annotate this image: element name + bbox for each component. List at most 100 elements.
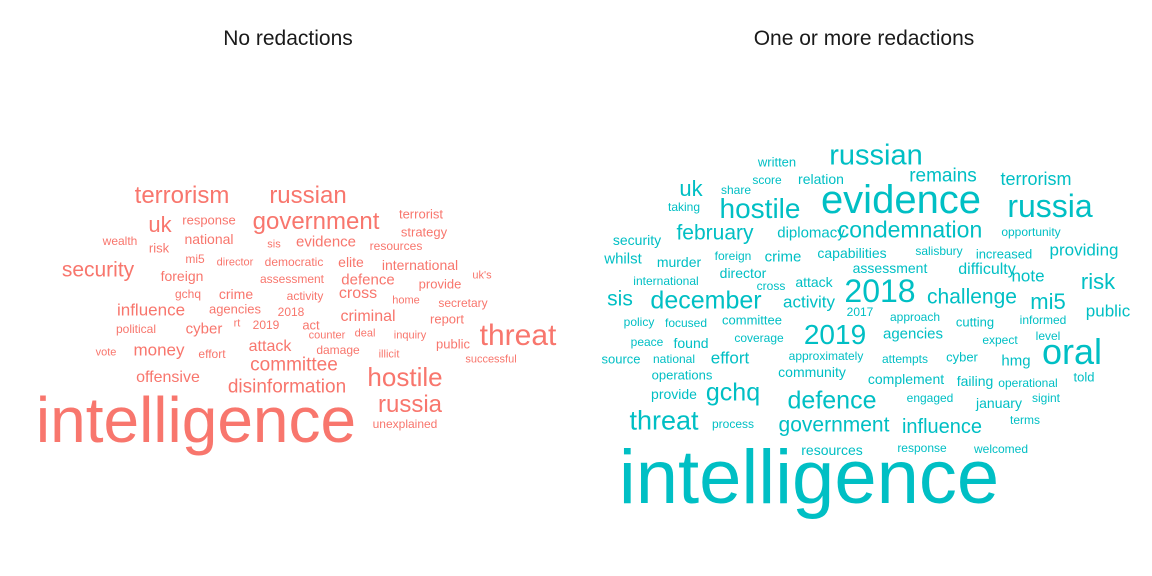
word-disinformation: disinformation — [227, 376, 347, 398]
word-strategy: strategy — [400, 224, 448, 240]
word-offensive: offensive — [136, 369, 200, 386]
word-risk: risk — [148, 240, 170, 256]
chart-title: One or more redactions — [753, 27, 975, 50]
word-coverage: coverage — [734, 331, 784, 345]
word-written: written — [757, 154, 797, 170]
word-influence: influence — [116, 300, 186, 320]
word-evidence: evidence — [295, 233, 357, 251]
word-2019: 2019 — [252, 318, 280, 332]
word-foreign: foreign — [160, 268, 204, 284]
word-response: response — [897, 441, 947, 455]
word-found: found — [673, 335, 709, 351]
word-risk: risk — [1080, 269, 1116, 294]
word-terrorism: terrorism — [1000, 169, 1072, 189]
word-whilst: whilst — [604, 250, 642, 268]
word-note: note — [1011, 266, 1045, 286]
word-resources: resources — [369, 239, 423, 253]
word-russian: russian — [269, 182, 347, 209]
word-hmg: hmg — [1001, 352, 1031, 370]
word-attempts: attempts — [881, 352, 929, 366]
word-rt: rt — [233, 317, 241, 330]
word-agencies: agencies — [882, 325, 944, 343]
word-approach: approach — [889, 310, 941, 324]
word-assessment: assessment — [259, 272, 325, 286]
word-january: january — [976, 395, 1022, 411]
word-security: security — [61, 258, 135, 282]
word-damage: damage — [316, 343, 360, 357]
word-expect: expect — [982, 333, 1018, 347]
word-remains: remains — [909, 165, 977, 187]
word-unexplained: unexplained — [372, 417, 438, 431]
word-response: response — [182, 212, 236, 228]
word-secretary: secretary — [438, 296, 488, 310]
word-activity: activity — [783, 292, 835, 312]
word-terrorist: terrorist — [398, 206, 444, 222]
word-provide: provide — [418, 276, 462, 292]
word-cross: cross — [338, 285, 378, 302]
word-terms: terms — [1010, 413, 1040, 427]
word-welcomed: welcomed — [973, 442, 1029, 456]
word-difficulty: difficulty — [958, 261, 1016, 278]
word-russian: russian — [829, 139, 923, 172]
word-intelligence: intelligence — [35, 384, 357, 456]
word-committee: committee — [250, 354, 338, 376]
word-2017: 2017 — [846, 305, 874, 319]
word-increased: increased — [975, 246, 1033, 262]
word-director: director — [719, 265, 767, 281]
word-uk: uk — [679, 176, 703, 201]
word-resources: resources — [801, 442, 863, 458]
word-2018: 2018 — [844, 273, 916, 309]
word-taking: taking — [667, 200, 701, 214]
word-capabilities: capabilities — [817, 245, 887, 261]
word-report: report — [430, 311, 464, 327]
word-intelligence: intelligence — [618, 435, 1000, 520]
word-source: source — [601, 351, 641, 367]
word-influence: influence — [901, 416, 983, 438]
word-international: international — [381, 257, 459, 273]
word-level: level — [1035, 329, 1061, 343]
word-policy: policy — [623, 315, 655, 329]
word-counter: counter — [308, 329, 346, 342]
word-act: act — [302, 317, 320, 333]
word-relation: relation — [798, 171, 844, 187]
word-russia: russia — [1007, 188, 1093, 224]
word-money: money — [133, 340, 185, 360]
word-national: national — [652, 352, 696, 366]
word-attack: attack — [248, 338, 292, 355]
word-sigint: sigint — [1031, 391, 1061, 405]
word-providing: providing — [1049, 240, 1119, 260]
word-activity: activity — [286, 289, 324, 303]
word-mi5: mi5 — [1030, 289, 1066, 314]
word-crime: crime — [218, 286, 254, 302]
word-gchq: gchq — [705, 378, 761, 407]
word-2018: 2018 — [277, 305, 305, 319]
word-democratic: democratic — [264, 255, 324, 269]
word-operational: operational — [998, 376, 1058, 390]
word-sis: sis — [607, 287, 633, 311]
word-deal: deal — [354, 327, 376, 340]
word-salisbury: salisbury — [915, 244, 963, 258]
word-provide: provide — [651, 386, 697, 402]
word-uk-s: uk's — [472, 269, 492, 282]
word-international: international — [633, 274, 699, 288]
word-vote: vote — [95, 346, 117, 359]
word-engaged: engaged — [906, 391, 954, 405]
word-oral: oral — [1041, 331, 1103, 372]
word-sis: sis — [267, 238, 281, 251]
word-effort: effort — [710, 348, 750, 368]
word-government: government — [252, 208, 380, 235]
wordcloud-panel-one-or-more-redactions: One or more redactions intelligence evide… — [576, 0, 1152, 576]
word-failing: failing — [956, 373, 994, 389]
word-cross: cross — [756, 279, 786, 293]
word-hostile: hostile — [719, 193, 801, 224]
word-terrorism: terrorism — [134, 182, 230, 209]
word-committee: committee — [722, 312, 782, 328]
word-approximately: approximately — [788, 349, 864, 363]
word-score: score — [752, 173, 782, 187]
word-government: government — [778, 413, 890, 437]
word-crime: crime — [764, 248, 802, 266]
word-russia: russia — [377, 391, 443, 418]
word-successful: successful — [465, 353, 517, 366]
word-2019: 2019 — [803, 319, 867, 350]
word-threat: threat — [479, 319, 557, 352]
